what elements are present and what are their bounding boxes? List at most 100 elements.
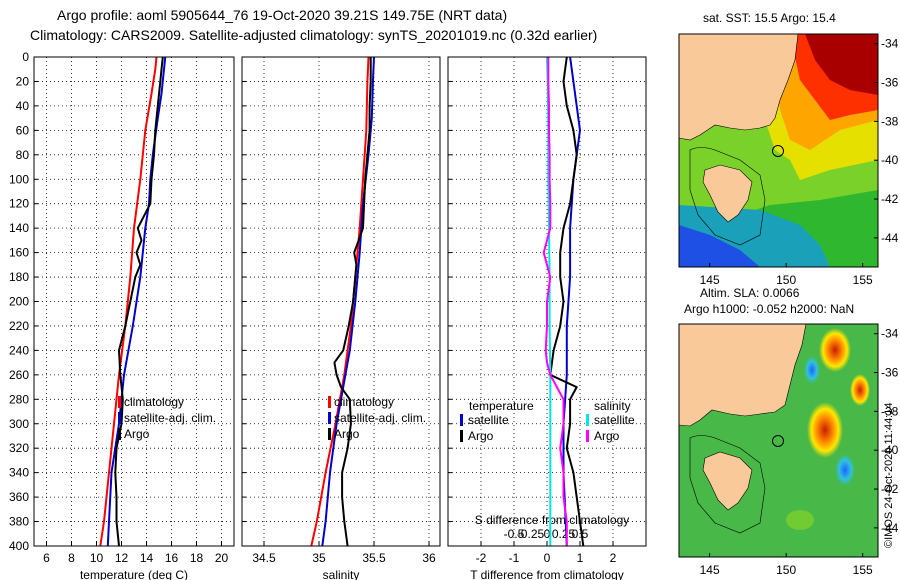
legend-swatch: [328, 428, 331, 440]
map-y-tick-label: -44: [881, 231, 899, 245]
sla-hotspot-1: [819, 328, 851, 372]
x-tick-label: 36: [422, 551, 436, 565]
sla-argo-marker: [772, 435, 784, 447]
sla-hotspot-2: [807, 402, 843, 458]
sla-map: Altim. SLA: 0.0066 Argo h1000: -0.052 h2…: [678, 286, 879, 558]
series-line-satellite-adj-clim-: [321, 56, 375, 547]
legend-swatch: [460, 414, 463, 426]
panel-frame: [241, 56, 441, 547]
map-x-tick-label: 155: [853, 563, 873, 577]
y-tick-label: 360: [9, 490, 29, 504]
panel-frame: [447, 56, 647, 547]
map-y-tick-label: -34: [881, 327, 899, 341]
y-tick-label: 200: [9, 295, 29, 309]
series-line-climatology: [310, 56, 370, 547]
s-tick-label: 0.5: [572, 527, 589, 541]
legend-swatch: [118, 412, 121, 424]
legend-swatch: [118, 428, 121, 440]
series-line-argo: [114, 56, 164, 547]
legend-label: satellite: [468, 413, 509, 427]
y-tick-label: 40: [16, 99, 30, 113]
x-tick-label: 14: [140, 551, 154, 565]
legend-swatch: [460, 430, 463, 442]
x-axis-label: temperature (deg C): [80, 568, 188, 580]
legend-label: Argo: [124, 427, 150, 441]
sst-tasmania: [702, 164, 753, 223]
sst-shelf-contour: [689, 147, 766, 246]
legend-swatch: [328, 396, 331, 408]
y-tick-label: 380: [9, 515, 29, 529]
y-tick-label: 300: [9, 417, 29, 431]
map-x-tick-label: 150: [776, 273, 796, 287]
map-y-tick-label: -42: [881, 482, 899, 496]
sst-map: sat. SST: 15.5 Argo: 15.4: [678, 11, 879, 268]
series-line-t-satellite: [562, 56, 581, 547]
y-tick-label: 280: [9, 392, 29, 406]
s-tick-label: -0.5: [504, 527, 525, 541]
x-tick-label: 10: [90, 551, 104, 565]
legend-label: Argo: [334, 427, 360, 441]
map-y-tick-label: -36: [881, 76, 899, 90]
legend-temperature-title: temperature: [469, 399, 534, 413]
y-tick-label: 0: [22, 50, 29, 64]
sst-map-frame: [678, 33, 879, 268]
x-tick-label: 6: [43, 551, 50, 565]
y-tick-label: 320: [9, 441, 29, 455]
map-x-tick-label: 155: [853, 273, 873, 287]
sla-map-subtitle: Argo h1000: -0.052 h2000: NaN: [684, 302, 854, 316]
map-x-tick-label: 145: [700, 273, 720, 287]
map-y-tick-label: -36: [881, 366, 899, 380]
sst-map-title: sat. SST: 15.5 Argo: 15.4: [703, 11, 836, 25]
x-tick-label: -1: [509, 551, 520, 565]
sla-tasmania: [702, 451, 753, 511]
sla-map-title: Altim. SLA: 0.0066: [700, 286, 800, 300]
sla-mainland: [679, 324, 807, 427]
y-tick-label: 140: [9, 221, 29, 235]
legend-label: satellite: [594, 413, 635, 427]
x-tick-label: 16: [165, 551, 179, 565]
x-tick-label: 18: [190, 551, 204, 565]
map-y-tick-label: -38: [881, 114, 899, 128]
credit-text: ©IMOS 24-Oct-2020 11:44:14: [883, 403, 895, 548]
x-tick-label: 1: [577, 551, 584, 565]
sst-band-darkred: [805, 34, 878, 95]
map-y-tick-label: -40: [881, 443, 899, 457]
legend-label: Argo: [594, 429, 620, 443]
legend-swatch: [328, 412, 331, 424]
s-axis-label: S difference from climatology: [475, 513, 630, 527]
x-tick-label: 35.5: [362, 551, 386, 565]
map-x-tick-label: 150: [776, 563, 796, 577]
title-line-2: Climatology: CARS2009. Satellite-adjuste…: [30, 27, 597, 43]
temperature-panel: 6 8 10 12 14 16 18 2002040608010012014016018020…: [9, 50, 235, 580]
map-y-tick-label: -40: [881, 153, 899, 167]
series-line-satellite-adj-clim-: [106, 56, 167, 547]
map-y-tick-label: -34: [881, 37, 899, 51]
sla-coldspot-1: [804, 356, 820, 384]
x-tick-label: 2: [610, 551, 617, 565]
map-x-tick-label: 145: [700, 563, 720, 577]
sla-hotspot-3: [850, 374, 870, 406]
y-tick-label: 400: [9, 539, 29, 553]
x-axis-label: salinity: [323, 568, 360, 580]
s-tick-label: 0.25: [552, 527, 576, 541]
series-line-s-argo: [542, 57, 568, 546]
x-tick-label: 35: [312, 551, 326, 565]
map-y-tick-label: -44: [881, 521, 899, 535]
map-y-tick-label: -38: [881, 404, 899, 418]
y-tick-label: 120: [9, 197, 29, 211]
legend-salinity-title: salinity: [594, 399, 631, 413]
s-tick-label: -0.25: [517, 527, 545, 541]
sla-light-patch: [786, 510, 814, 530]
sla-coldspot-2: [835, 454, 855, 486]
x-tick-label: 34.5: [252, 551, 276, 565]
series-line-argo: [333, 57, 372, 547]
y-tick-label: 160: [9, 246, 29, 260]
sst-band-blue: [679, 225, 760, 267]
y-tick-label: 260: [9, 368, 29, 382]
x-tick-label: 0: [544, 551, 551, 565]
legend-label: satellite-adj. clim.: [124, 411, 216, 425]
legend-label: climatology: [124, 395, 184, 409]
legend-label: satellite-adj. clim.: [334, 411, 426, 425]
x-tick-label: 12: [115, 551, 129, 565]
difference-panel: -2 -1 0 1 2 T difference from climatology -0.5…: [447, 56, 647, 580]
